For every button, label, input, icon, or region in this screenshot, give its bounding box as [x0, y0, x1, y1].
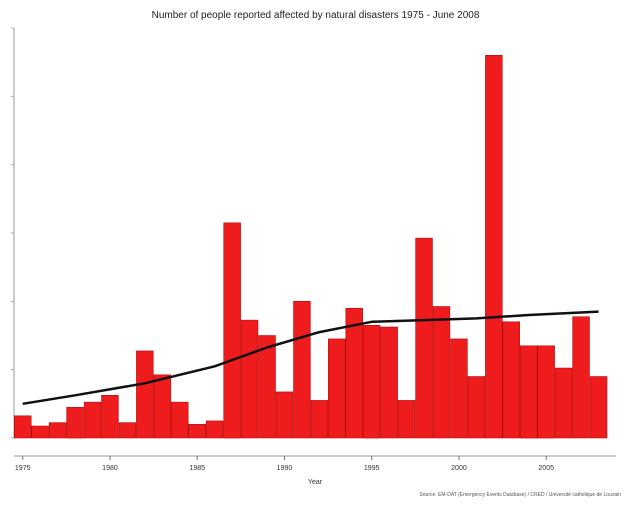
bar-1985: [188, 424, 206, 439]
bar-1981: [118, 422, 137, 439]
bar-1999: [432, 306, 451, 439]
bar-2007: [572, 316, 590, 439]
bar-2004: [520, 345, 538, 439]
bar-1987: [223, 222, 241, 439]
bar-2002: [485, 55, 503, 439]
bar-1984: [171, 401, 189, 439]
bar-2006: [554, 367, 573, 439]
source-footnote: Source: EM-DAT (Emergency Events Databas…: [419, 492, 621, 498]
bar-1982: [136, 350, 154, 439]
bar-2000: [450, 338, 468, 439]
bar-2001: [467, 376, 486, 439]
x-tick-label: 2000: [451, 465, 467, 472]
bar-2005: [537, 345, 555, 439]
bar-1983: [153, 374, 172, 439]
bar-1976: [31, 425, 49, 439]
bar-1975: [14, 415, 32, 439]
bar-1998: [415, 237, 433, 439]
x-tick-label: 1995: [364, 465, 380, 472]
bar-1995: [362, 325, 381, 439]
bar-1988: [240, 319, 259, 439]
bar-1980: [101, 395, 119, 439]
bar-1994: [345, 307, 363, 439]
chart-title: Number of people reported affected by na…: [151, 10, 480, 21]
bar-2008: [589, 376, 608, 439]
x-tick-label: 1990: [277, 465, 293, 472]
x-tick-label: 1980: [102, 465, 118, 472]
bar-1992: [310, 400, 329, 439]
x-tick-label: 2005: [538, 465, 554, 472]
bar-1993: [328, 338, 346, 439]
bar-1978: [66, 407, 84, 439]
bar-1989: [258, 335, 276, 439]
bar-2003: [502, 321, 520, 439]
bar-1977: [48, 422, 67, 439]
bar-1990: [275, 391, 294, 439]
trend-group: [22, 310, 599, 406]
x-tick-label: 1975: [15, 465, 31, 472]
bar-1996: [380, 326, 398, 439]
x-axis-label: Year: [308, 479, 323, 486]
bar-1997: [397, 400, 416, 439]
bar-1986: [205, 420, 224, 439]
x-tick-label: 1985: [189, 465, 205, 472]
bar-1991: [293, 301, 311, 439]
trend-line: [22, 310, 599, 406]
bar-1979: [83, 401, 102, 439]
bars-group: [14, 55, 608, 439]
